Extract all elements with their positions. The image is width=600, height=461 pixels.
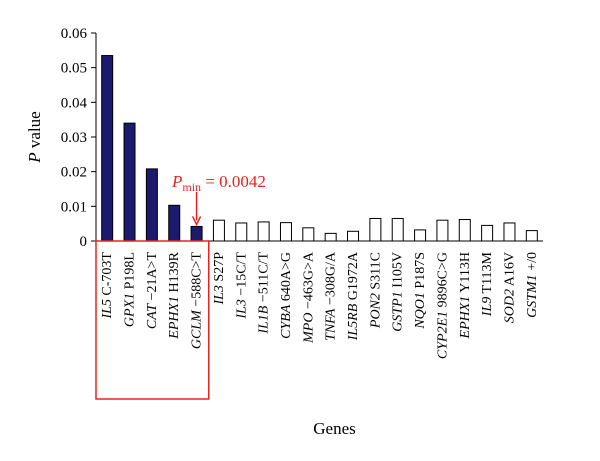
- x-tick-label: IL1B −511C/T: [257, 252, 272, 335]
- annotation-arrow-head: [191, 216, 202, 227]
- bar: [391, 217, 404, 242]
- x-tick-label: GSTP1 I105V: [391, 252, 406, 332]
- bar: [190, 225, 203, 242]
- p-min-label: Pmin = 0.0042: [171, 172, 266, 194]
- x-tick-label: PON2 S311C: [368, 252, 383, 329]
- bar: [481, 224, 494, 242]
- bar: [414, 229, 427, 242]
- x-tick-label: SOD2 A16V: [502, 252, 517, 323]
- x-tick-label: GSTM1 +/0: [525, 252, 540, 318]
- x-tick-label: EPHX1 H139R: [167, 251, 182, 339]
- x-tick-label: MPO −463G>A: [301, 251, 316, 344]
- bars: [101, 55, 538, 242]
- x-tick-label: IL3 −15C/T: [234, 252, 249, 320]
- x-tick-label: IL5 C-703T: [100, 252, 115, 320]
- y-tick-label: 0.03: [61, 130, 87, 146]
- y-axis-title: P value: [25, 111, 44, 163]
- y-axis: 0 0.01 0.02 0.03 0.04 0.05 0.06: [61, 26, 543, 250]
- x-tick-label: TNFA −308G/A: [324, 251, 339, 341]
- bar: [212, 219, 225, 242]
- bar: [525, 230, 538, 242]
- y-tick-label: 0.01: [61, 199, 87, 215]
- y-tick-label: 0.02: [61, 165, 87, 181]
- bar: [123, 122, 136, 242]
- x-tick-label: CYBA 640A>G: [279, 252, 294, 339]
- bar: [101, 55, 114, 242]
- x-tick-label: EPHX1 Y113H: [458, 252, 473, 339]
- highlight-box: [95, 240, 210, 400]
- bar: [279, 222, 292, 242]
- bar: [235, 222, 248, 242]
- x-tick-label: NQO1 P187S: [413, 252, 428, 330]
- x-axis-category-labels: IL5 C-703T GPX1 P198L CAT −21A>T EPHX1 H139…: [100, 251, 540, 359]
- x-tick-label: CYP2E1 9896C>G: [435, 252, 450, 359]
- bar: [302, 227, 315, 242]
- y-tick-label: 0.06: [61, 26, 88, 42]
- x-tick-label: IL9 T113M: [480, 251, 495, 317]
- x-tick-label: GPX1 P198L: [123, 252, 138, 327]
- bar: [436, 219, 449, 242]
- bar: [369, 217, 382, 242]
- bar: [458, 219, 471, 242]
- p-min-annotation: Pmin = 0.0042: [95, 172, 266, 400]
- x-tick-label: IL3 S27P: [212, 252, 227, 306]
- y-tick-label: 0: [80, 234, 88, 250]
- x-tick-label: CAT −21A>T: [145, 252, 160, 330]
- x-tick-label: IL5RB G1972A: [346, 251, 361, 341]
- bar: [324, 232, 337, 242]
- bar: [503, 222, 516, 242]
- x-axis-title: Genes: [313, 419, 355, 438]
- bar: [145, 168, 158, 242]
- y-tick-label: 0.05: [61, 61, 87, 77]
- y-tick-label: 0.04: [61, 95, 88, 111]
- bar: [168, 204, 181, 242]
- x-tick-label: GCLM −588C>T: [190, 252, 205, 350]
- bar: [347, 230, 360, 242]
- bar: [257, 221, 270, 242]
